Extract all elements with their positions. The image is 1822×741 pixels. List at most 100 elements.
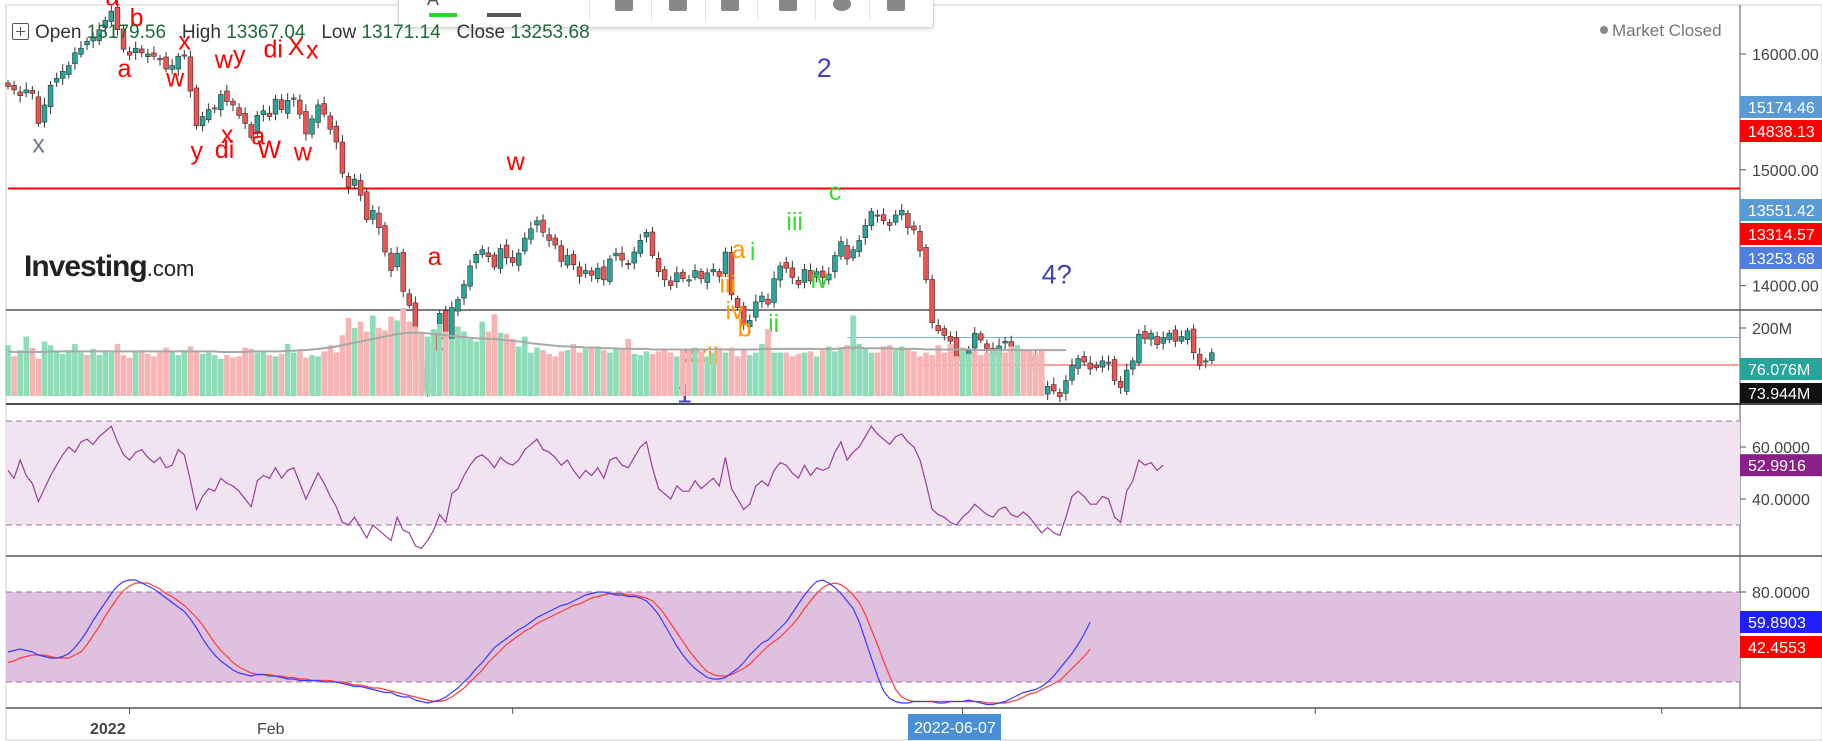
line-color-indicator[interactable] (487, 13, 521, 17)
volume-bar (120, 355, 127, 396)
gear-icon[interactable] (615, 0, 633, 11)
candle-body (151, 52, 157, 57)
price-axis-tick-label: 15000.00 (1752, 163, 1819, 180)
volume-bar (868, 352, 875, 396)
candle-body (698, 270, 704, 279)
logo-main: Investing (24, 250, 148, 283)
candle-body (169, 65, 175, 70)
volume-bar (996, 350, 1002, 396)
text-color-indicator[interactable] (429, 13, 457, 17)
candle-body (649, 231, 656, 256)
candle-body (1142, 331, 1148, 340)
candle-body (978, 333, 984, 341)
line-width-value[interactable]: 20 (545, 0, 562, 4)
volume-bar (376, 327, 382, 396)
wave-label: w (506, 148, 526, 176)
candle-body (35, 96, 42, 124)
candle-body (528, 228, 534, 240)
volume-bar (29, 347, 36, 396)
volume-bar (284, 343, 291, 396)
volume-bar (686, 350, 692, 396)
volume-bar (716, 347, 723, 396)
volume-bar (959, 347, 966, 396)
candle-body (230, 100, 236, 106)
volume-bar (1002, 352, 1008, 396)
candle-body (1136, 333, 1142, 364)
volume-bar (546, 353, 552, 396)
template-icon[interactable] (669, 0, 687, 11)
volume-bar (339, 335, 346, 396)
toolbar-divider (757, 0, 758, 21)
volume-bar (753, 352, 759, 396)
candle-body (680, 271, 686, 279)
candle-body (588, 270, 595, 276)
trash-icon[interactable] (887, 0, 905, 11)
crosshair-date-tag (908, 714, 1001, 740)
crosshair-date-label: 2022-06-07 (914, 720, 996, 737)
volume-bar (917, 356, 923, 396)
candle-body (90, 37, 96, 42)
candle-body (509, 257, 516, 263)
volume-bar (564, 350, 571, 396)
candle-body (1002, 340, 1008, 344)
candle-body (175, 56, 181, 70)
wave-label: ii (768, 310, 779, 338)
candle-body (820, 270, 826, 278)
volume-bar (114, 343, 121, 396)
candle-body (114, 7, 121, 30)
candle-body (291, 97, 297, 100)
volume-bar (886, 345, 893, 396)
candle-body (400, 252, 406, 292)
volume-bar (236, 356, 242, 396)
volume-bar (78, 352, 84, 396)
volume-bar (534, 347, 540, 396)
candle-body (777, 265, 783, 281)
wave-label: di (215, 136, 234, 164)
volume-bar (1026, 350, 1033, 396)
candle-body (595, 267, 601, 279)
candle-body (807, 270, 814, 282)
candle-body (473, 254, 479, 264)
lock-icon[interactable] (779, 0, 797, 11)
expand-icon[interactable] (12, 23, 29, 40)
candle-body (315, 104, 321, 123)
candle-body (297, 99, 303, 115)
volume-bar (461, 331, 467, 396)
wave-label: W (257, 136, 281, 164)
volume-bar (90, 348, 96, 396)
volume-bar (175, 355, 182, 396)
candle-body (1057, 392, 1063, 398)
candle-body (11, 85, 17, 91)
wave-label: w (214, 46, 234, 74)
wave-label: X (288, 33, 305, 61)
candle-body (120, 28, 127, 50)
candle-body (1178, 336, 1185, 342)
volume-bar (576, 352, 583, 396)
volume-bar (710, 352, 717, 396)
hide-icon[interactable] (833, 0, 851, 11)
candle-body (558, 245, 564, 262)
price-tag-label: 13314.57 (1748, 227, 1815, 244)
wave-label: b (738, 315, 752, 343)
clone-icon[interactable] (721, 0, 739, 11)
wave-label: a (251, 122, 265, 150)
volume-bar (491, 314, 498, 396)
volume-bar (528, 352, 534, 396)
text-tool-button[interactable]: A (427, 0, 453, 11)
volume-bar (473, 341, 479, 396)
volume-bar (254, 352, 261, 396)
volume-bar (509, 338, 516, 396)
market-status-text: Market Closed (1612, 21, 1722, 40)
volume-bar (321, 351, 327, 396)
candle-body (193, 87, 200, 127)
volume-bar (436, 324, 443, 396)
candle-body (661, 269, 668, 281)
wave-label: w (165, 64, 185, 92)
candle-body (357, 180, 364, 196)
volume-bar (777, 352, 783, 396)
candle-body (972, 332, 978, 349)
volume-bar (838, 348, 844, 396)
candle-body (747, 320, 753, 328)
candle-body (66, 65, 72, 75)
